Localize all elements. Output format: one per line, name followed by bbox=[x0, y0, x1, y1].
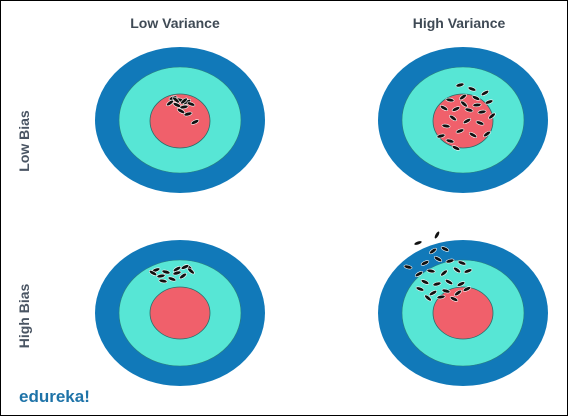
shot-mark bbox=[456, 281, 466, 287]
shot-mark bbox=[462, 286, 472, 292]
shot-mark bbox=[455, 128, 465, 134]
shot-mark bbox=[445, 258, 455, 264]
shot-cluster bbox=[436, 82, 496, 151]
shot-mark bbox=[440, 269, 448, 277]
shot-mark bbox=[172, 270, 182, 276]
shot-mark bbox=[444, 279, 454, 285]
shot-mark bbox=[187, 267, 195, 275]
shot-mark bbox=[463, 268, 473, 274]
shot-mark bbox=[436, 294, 446, 300]
bullseye bbox=[432, 286, 494, 340]
target-low-bias-low-variance bbox=[95, 47, 265, 193]
shot-mark bbox=[148, 270, 158, 276]
shot-mark bbox=[179, 104, 189, 110]
shot-mark bbox=[415, 286, 425, 292]
shot-mark bbox=[183, 111, 193, 117]
shot-mark bbox=[172, 266, 182, 272]
row-label-high-bias: High Bias bbox=[16, 284, 32, 349]
row-label-low-bias: Low Bias bbox=[16, 110, 32, 172]
shot-mark bbox=[441, 288, 451, 294]
shot-mark bbox=[455, 82, 465, 88]
shot-mark bbox=[424, 294, 432, 302]
shot-mark bbox=[166, 99, 174, 107]
target-high-bias-low-variance bbox=[95, 240, 265, 386]
shot-mark bbox=[426, 268, 436, 274]
target-high-bias-high-variance bbox=[378, 230, 548, 386]
shot-mark bbox=[158, 278, 168, 284]
column-label-low-variance: Low Variance bbox=[130, 15, 220, 31]
shot-mark bbox=[180, 97, 188, 105]
shot-mark bbox=[462, 118, 472, 124]
shot-mark bbox=[440, 246, 450, 252]
target-low-bias-high-variance bbox=[378, 47, 548, 193]
shot-mark bbox=[445, 138, 455, 144]
shot-mark bbox=[467, 86, 477, 92]
shot-mark bbox=[472, 102, 482, 108]
shot-mark bbox=[432, 281, 442, 287]
shot-mark bbox=[445, 97, 455, 103]
shot-mark bbox=[156, 273, 166, 279]
shot-mark bbox=[484, 99, 494, 105]
shot-mark bbox=[180, 264, 190, 270]
shot-mark bbox=[460, 100, 468, 108]
shot-mark bbox=[420, 260, 430, 266]
shot-mark bbox=[433, 256, 443, 262]
shot-mark bbox=[488, 112, 496, 120]
shot-cluster bbox=[148, 264, 195, 284]
shot-mark bbox=[436, 133, 446, 139]
bullseye bbox=[432, 93, 494, 149]
shot-mark bbox=[167, 276, 177, 282]
shot-mark bbox=[471, 95, 481, 101]
shot-mark bbox=[454, 289, 462, 297]
shot-mark bbox=[453, 266, 461, 274]
shot-mark bbox=[403, 264, 413, 270]
shot-mark bbox=[429, 247, 437, 255]
shot-mark bbox=[464, 107, 474, 113]
shot-mark bbox=[451, 145, 461, 151]
shot-mark bbox=[449, 114, 457, 122]
shot-mark bbox=[428, 290, 438, 296]
shot-mark bbox=[439, 105, 449, 111]
shot-cluster bbox=[403, 230, 473, 302]
edureka-logo: edureka! bbox=[19, 387, 90, 406]
bullseye bbox=[149, 93, 211, 149]
shot-mark bbox=[413, 240, 423, 246]
shot-mark bbox=[434, 230, 440, 240]
shot-mark bbox=[457, 260, 467, 266]
shot-mark bbox=[186, 101, 196, 107]
shot-mark bbox=[475, 120, 485, 126]
shot-mark bbox=[172, 96, 180, 104]
shot-mark bbox=[480, 90, 490, 96]
shot-mark bbox=[441, 123, 451, 129]
shot-mark bbox=[190, 119, 200, 125]
shot-mark bbox=[468, 132, 478, 138]
shot-mark bbox=[459, 93, 467, 101]
shot-mark bbox=[483, 130, 491, 138]
shot-mark bbox=[176, 108, 186, 114]
shot-mark bbox=[451, 106, 461, 112]
column-label-high-variance: High Variance bbox=[413, 15, 506, 31]
shot-mark bbox=[420, 279, 430, 285]
shot-mark bbox=[161, 269, 171, 275]
bullseye bbox=[149, 286, 211, 340]
shot-cluster bbox=[166, 95, 200, 125]
shot-mark bbox=[477, 109, 487, 115]
shot-mark bbox=[179, 272, 187, 280]
shot-mark bbox=[414, 271, 424, 277]
shot-mark bbox=[449, 296, 459, 302]
